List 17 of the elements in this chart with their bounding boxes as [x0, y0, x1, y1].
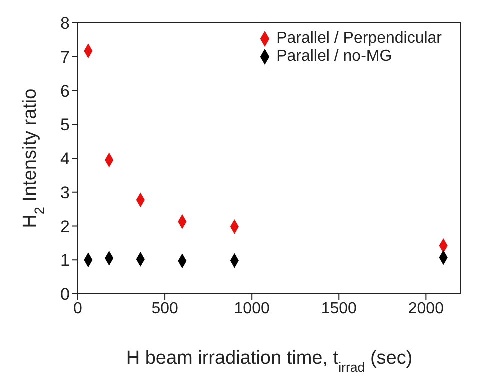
y-tick-label: 0 [60, 285, 70, 304]
x-axis-title: H beam irradiation time, t$_{irrad}$ (sec) [126, 348, 413, 374]
y-tick-label: 6 [60, 82, 70, 101]
y-tick-label: 1 [60, 251, 70, 270]
y-tick-label: 3 [60, 183, 70, 202]
y-tick-label: 2 [60, 217, 70, 236]
y-tick-label: 8 [60, 14, 70, 34]
legend-label: Parallel / no-MG [276, 48, 392, 65]
y-tick-label: 4 [60, 150, 70, 169]
x-tick-label: 500 [152, 300, 178, 318]
y-tick-label: 5 [60, 116, 70, 135]
x-tick-label: 0 [74, 300, 83, 318]
x-tick-label: 1000 [234, 300, 270, 318]
legend-label: Parallel / Perpendicular [276, 30, 442, 47]
x-tick-label: 1500 [321, 300, 358, 318]
y-tick-label: 7 [60, 48, 70, 67]
x-tick-label: 2000 [408, 300, 444, 318]
